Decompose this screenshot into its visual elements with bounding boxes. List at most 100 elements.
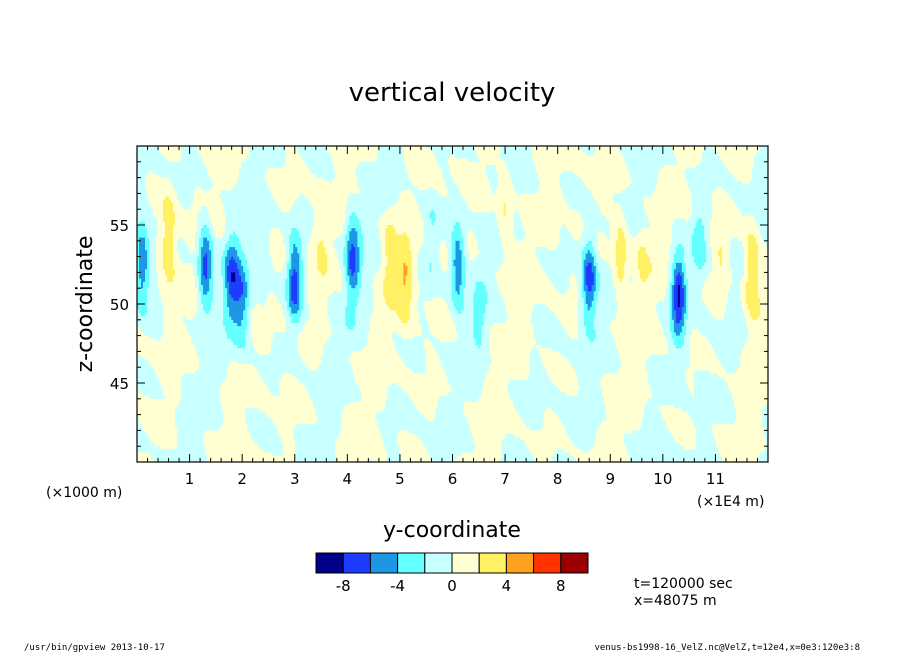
field-cell bbox=[281, 269, 288, 273]
field-cell bbox=[531, 322, 563, 327]
field-cell bbox=[279, 392, 310, 397]
field-cell bbox=[309, 168, 334, 172]
field-cell bbox=[529, 354, 541, 359]
field-cell bbox=[137, 250, 140, 255]
field-cell bbox=[157, 234, 166, 239]
field-cell bbox=[695, 164, 727, 169]
field-cell bbox=[385, 209, 421, 213]
field-cell bbox=[697, 266, 703, 270]
x-tick-label: 11 bbox=[706, 470, 725, 488]
field-cell bbox=[559, 240, 589, 245]
field-cell bbox=[173, 234, 196, 239]
field-cell bbox=[175, 414, 224, 419]
field-cell bbox=[333, 164, 358, 169]
field-cell bbox=[425, 348, 437, 352]
field-cell bbox=[475, 446, 503, 450]
field-cell bbox=[733, 174, 753, 179]
field-cell bbox=[581, 281, 585, 286]
field-cell bbox=[717, 446, 767, 450]
field-cell bbox=[183, 316, 188, 321]
field-cell bbox=[199, 250, 202, 255]
field-cell bbox=[683, 272, 687, 277]
field-cell bbox=[681, 278, 685, 283]
field-cell bbox=[137, 187, 146, 191]
field-cell bbox=[419, 209, 433, 213]
field-cell bbox=[507, 313, 533, 318]
field-cell bbox=[491, 187, 497, 191]
field-cell bbox=[359, 262, 364, 267]
field-cell bbox=[229, 313, 244, 318]
field-cell bbox=[297, 228, 312, 232]
field-cell bbox=[461, 250, 465, 255]
position-label: x=48075 m bbox=[634, 593, 717, 609]
field-cell bbox=[529, 427, 543, 431]
field-cell bbox=[353, 373, 447, 378]
field-cell bbox=[157, 221, 166, 226]
field-cell bbox=[173, 278, 196, 283]
field-cell bbox=[577, 392, 603, 397]
field-cell bbox=[175, 218, 198, 223]
field-cell bbox=[757, 256, 768, 261]
field-cell bbox=[311, 202, 348, 207]
field-cell bbox=[443, 174, 453, 179]
field-cell bbox=[619, 149, 675, 153]
field-cell bbox=[193, 272, 198, 277]
field-cell bbox=[433, 152, 479, 157]
field-cell bbox=[307, 300, 328, 305]
field-cell bbox=[201, 206, 208, 210]
field-cell bbox=[383, 408, 419, 413]
field-cell bbox=[193, 250, 200, 255]
field-cell bbox=[211, 307, 224, 311]
field-cell bbox=[227, 269, 240, 273]
field-cell bbox=[531, 313, 557, 318]
field-cell bbox=[149, 360, 200, 365]
field-cell bbox=[741, 275, 749, 280]
field-cell bbox=[207, 253, 212, 258]
field-cell bbox=[711, 427, 765, 431]
field-cell bbox=[627, 452, 721, 457]
field-cell bbox=[227, 335, 246, 340]
field-cell bbox=[283, 234, 290, 239]
field-cell bbox=[711, 424, 763, 428]
field-cell bbox=[463, 300, 475, 305]
field-cell bbox=[203, 304, 212, 308]
field-cell bbox=[701, 288, 731, 292]
field-cell bbox=[766, 436, 768, 441]
field-cell bbox=[349, 237, 358, 242]
field-cell bbox=[643, 196, 693, 201]
field-cell bbox=[761, 234, 768, 239]
field-cell bbox=[361, 269, 378, 273]
field-cell bbox=[349, 357, 403, 362]
field-cell bbox=[447, 262, 453, 267]
field-cell bbox=[463, 408, 517, 413]
field-cell bbox=[141, 354, 198, 359]
field-cell bbox=[313, 215, 346, 220]
field-cell bbox=[203, 433, 252, 438]
field-cell bbox=[267, 180, 330, 185]
field-cell bbox=[455, 256, 463, 261]
field-cell bbox=[265, 383, 280, 387]
field-cell bbox=[447, 193, 463, 198]
field-cell bbox=[359, 269, 362, 273]
field-cell bbox=[395, 345, 425, 349]
field-cell bbox=[463, 243, 469, 248]
field-cell bbox=[357, 215, 380, 220]
field-cell bbox=[523, 439, 573, 444]
field-cell bbox=[735, 417, 763, 422]
field-cell bbox=[291, 228, 298, 232]
field-cell bbox=[439, 253, 449, 258]
field-cell bbox=[733, 398, 768, 403]
field-cell bbox=[239, 272, 246, 277]
field-cell bbox=[483, 386, 509, 390]
field-cell bbox=[583, 221, 611, 226]
field-cell bbox=[309, 313, 328, 318]
field-cell bbox=[447, 247, 453, 251]
field-cell bbox=[227, 297, 234, 302]
field-cell bbox=[563, 193, 593, 198]
field-cell bbox=[299, 316, 310, 321]
field-cell bbox=[405, 364, 427, 368]
field-cell bbox=[745, 322, 768, 327]
field-cell bbox=[527, 376, 551, 381]
field-cell bbox=[163, 332, 190, 337]
